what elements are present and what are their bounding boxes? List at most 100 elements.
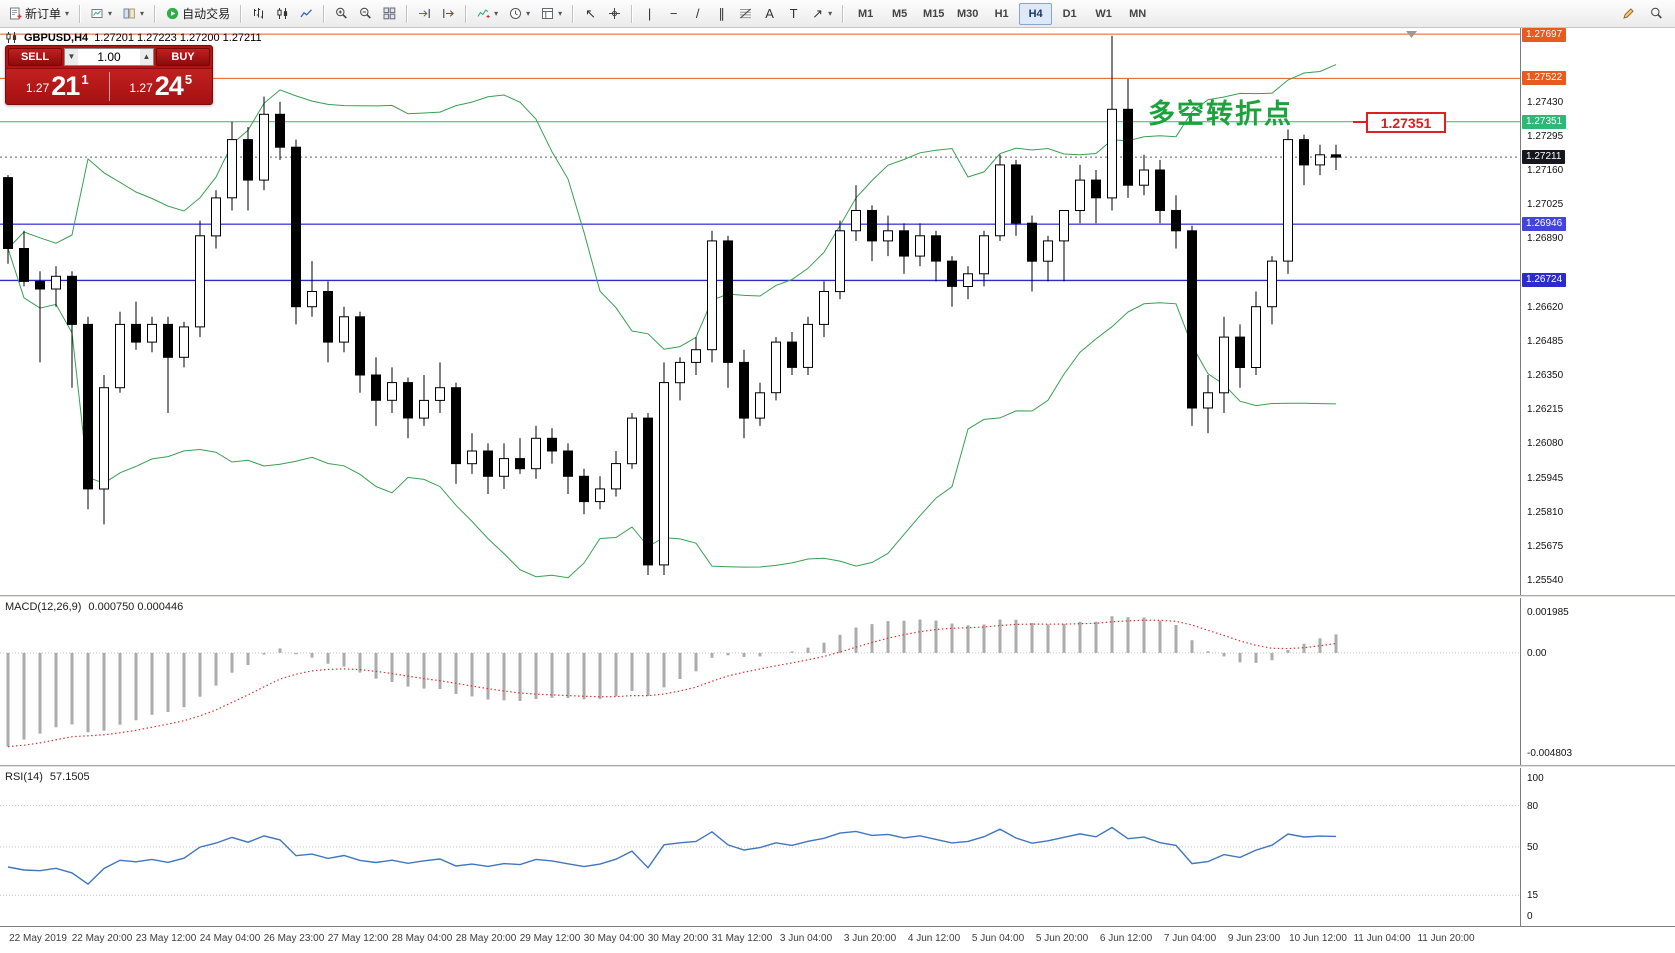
indicators-button[interactable]: ▾ [472,2,503,26]
time-label: 10 Jun 12:00 [1289,933,1347,944]
rsi-axis-label: 0 [1527,911,1533,922]
text-button[interactable]: A [758,2,781,26]
timeframe-w1-button[interactable]: W1 [1095,7,1112,20]
profiles-button[interactable]: ▾ [118,2,149,26]
toolbar-separator [465,4,468,23]
auto-scroll-button[interactable] [413,2,436,26]
rsi-axis-label: 80 [1527,801,1539,812]
rsi-axis-label: 100 [1527,773,1544,784]
text-label-icon: T [789,6,798,21]
search-button[interactable] [1645,2,1668,26]
rsi-value: 57.1505 [49,771,90,783]
trendline-button[interactable]: / [686,2,709,26]
timeframe-m15-button[interactable]: M15 [922,7,945,20]
macd-axis-label: -0.004803 [1527,748,1573,759]
chart-shift-icon [442,7,455,20]
caret-down-icon: ▾ [65,9,70,18]
arrows-button[interactable]: ↗ ▾ [806,2,837,26]
price-axis[interactable]: 1.27430 1.27295 1.27160 1.27025 1.26890 1.266… [1520,28,1675,595]
time-label: 23 May 12:00 [135,933,197,944]
channel-button[interactable]: ∥ [710,2,733,26]
sell-button[interactable]: SELL [8,48,62,66]
volume-stepper[interactable]: ▼ ▲ [64,48,154,66]
zoom-out-button[interactable] [354,2,377,26]
vertical-line-button[interactable]: | [638,2,661,26]
panel-separator[interactable] [0,765,1675,768]
new-order-button[interactable]: 新订单 ▾ [4,2,74,26]
candles-layer [3,35,1341,575]
panel-separator[interactable] [0,595,1675,598]
timeframe-m1-button[interactable]: M1 [858,7,874,20]
macd-axis[interactable]: 0.001985 0.00 -0.004803 [1520,598,1675,765]
timeframe-m5-button[interactable]: M5 [892,7,908,20]
timeframe-h1-button[interactable]: H1 [994,7,1009,20]
macd-signal-line [7,619,1337,748]
tile-windows-button[interactable] [378,2,401,26]
timeframe-h4-button[interactable]: H4 [1019,2,1053,25]
autotrading-button[interactable]: 自动交易 [161,2,235,26]
buy-price-display[interactable]: 1.27 24 5 [129,71,193,101]
price-divider [108,72,110,101]
templates-button[interactable]: ▾ [536,2,567,26]
time-label: 11 Jun 04:00 [1353,933,1411,944]
candlestick-chart-button[interactable] [271,2,294,26]
toolbar-separator [572,4,575,23]
timeframe-mn-button[interactable]: MN [1129,7,1147,20]
crosshair-button[interactable] [603,2,626,26]
toolbar-separator [154,4,157,23]
volume-down-button[interactable]: ▼ [65,49,78,65]
price-callout[interactable]: 1.27351 [1353,112,1446,133]
rsi-label: RSI(14) 57.1505 [5,771,90,783]
bar-chart-icon [252,7,265,20]
volume-input[interactable] [78,49,140,65]
price-tick-label: 1.27295 [1527,131,1564,142]
price-tag: 1.27351 [1522,115,1567,129]
horizontal-line-button[interactable]: − [662,2,685,26]
caret-down-icon: ▾ [494,9,499,18]
price-tick-label: 1.25945 [1527,473,1564,484]
chart-shift-button[interactable] [437,2,460,26]
zoom-in-button[interactable] [330,2,353,26]
price-tick-label: 1.26485 [1527,336,1564,347]
buy-button[interactable]: BUY [156,48,210,66]
volume-up-button[interactable]: ▲ [140,49,153,65]
new-order-icon [9,7,22,20]
zoom-in-icon [335,7,348,20]
price-tick-label: 1.27160 [1527,165,1564,176]
new-order-button-label: 新订单 [25,7,62,21]
time-label: 26 May 23:00 [263,933,325,944]
price-tick-label: 1.27025 [1527,199,1564,210]
toolbar-separator [323,4,326,23]
main-chart-plot[interactable] [0,28,1520,595]
sell-price-display[interactable]: 1.27 21 1 [25,71,89,101]
price-tick-label: 1.26620 [1527,302,1564,313]
toolbar-separator [631,4,634,23]
timeframe-d1-button[interactable]: D1 [1062,7,1077,20]
price-tick-label: 1.25810 [1527,507,1564,518]
rsi-axis[interactable]: 100 80 50 15 0 [1520,768,1675,926]
time-label: 5 Jun 04:00 [971,933,1025,944]
bar-chart-button[interactable] [247,2,270,26]
line-chart-button[interactable] [295,2,318,26]
time-label: 31 May 12:00 [711,933,773,944]
templates-icon [541,7,554,20]
rsi-plot[interactable] [0,768,1520,926]
ohlc-values: 1.27201 1.27223 1.27200 1.27211 [94,31,262,44]
time-axis[interactable]: 22 May 2019 22 May 20:00 23 May 12:00 24 Ma… [0,926,1675,953]
toolbar-separator [406,4,409,23]
time-label: 6 Jun 12:00 [1099,933,1153,944]
text-label-button[interactable]: T [782,2,805,26]
indicators-icon [477,7,490,20]
main-chart-panel: 1.27430 1.27295 1.27160 1.27025 1.26890 1.266… [0,28,1675,595]
periods-button[interactable]: ▾ [504,2,535,26]
cursor-button[interactable]: ↖ [579,2,602,26]
edit-button[interactable] [1617,2,1640,26]
time-label: 4 Jun 12:00 [907,933,961,944]
annotation-text[interactable]: 多空转折点 [1148,99,1293,129]
timeframe-m30-button[interactable]: M30 [956,7,979,20]
macd-plot[interactable] [0,598,1520,765]
symbol-period-label: GBPUSD,H4 [24,31,89,44]
new-chart-button[interactable]: ▾ [86,2,117,26]
fibonacci-button[interactable] [734,2,757,26]
